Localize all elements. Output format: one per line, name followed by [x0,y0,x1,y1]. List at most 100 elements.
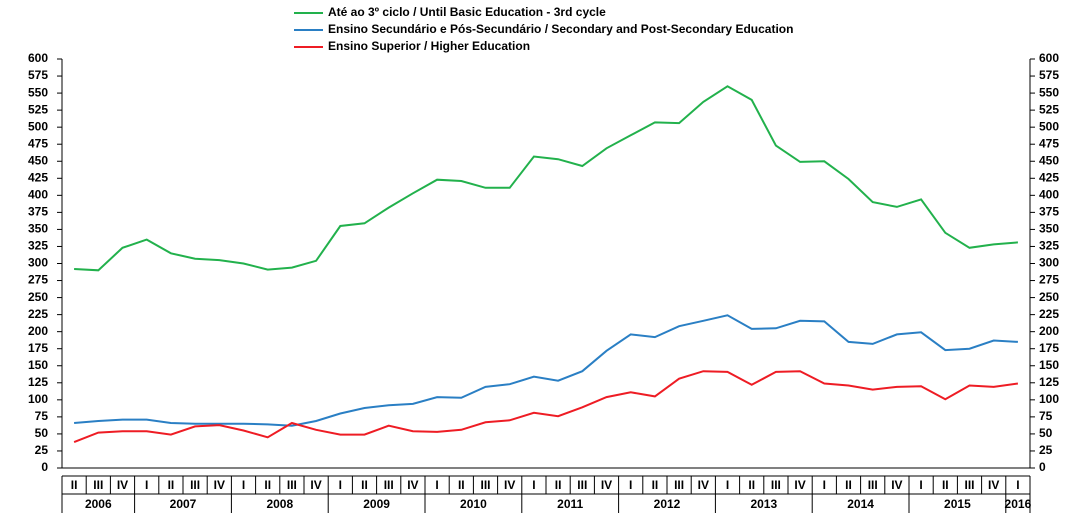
legend-label: Ensino Secundário e Pós-Secundário / Sec… [328,22,793,36]
x-group-label: 2007 [170,497,197,511]
x-tick-label: II [748,478,755,492]
y-tick-label: 575 [28,68,48,82]
x-tick-label: II [845,478,852,492]
legend-label: Até ao 3º ciclo / Until Basic Education … [328,5,606,19]
y2-tick-label: 0 [1039,460,1046,474]
y-tick-label: 275 [28,273,48,287]
x-tick-label: II [264,478,271,492]
x-tick-label: III [577,478,587,492]
y2-tick-label: 75 [1039,409,1053,423]
x-tick-label: I [532,478,535,492]
y2-tick-label: 150 [1039,358,1059,372]
y2-tick-label: 525 [1039,102,1059,116]
y2-tick-label: 200 [1039,324,1059,338]
y-tick-label: 150 [28,358,48,372]
x-tick-label: IV [214,478,225,492]
y-tick-label: 400 [28,188,48,202]
y-tick-label: 200 [28,324,48,338]
y-tick-label: 25 [35,443,49,457]
legend-label: Ensino Superior / Higher Education [328,39,530,53]
y-tick-label: 450 [28,153,48,167]
x-tick-label: II [168,478,175,492]
x-tick-label: IV [117,478,128,492]
y2-tick-label: 175 [1039,341,1059,355]
series-line [73,370,1019,444]
y-tick-label: 550 [28,85,48,99]
x-group-label: 2012 [654,497,681,511]
x-tick-label: II [361,478,368,492]
x-tick-label: III [868,478,878,492]
x-tick-label: III [771,478,781,492]
x-tick-label: IV [891,478,902,492]
y2-tick-label: 575 [1039,68,1059,82]
y-tick-label: 50 [35,426,49,440]
y2-tick-label: 425 [1039,170,1059,184]
y-tick-label: 250 [28,290,48,304]
y-tick-label: 600 [28,51,48,65]
y-tick-label: 175 [28,341,48,355]
x-tick-label: I [242,478,245,492]
y2-tick-label: 300 [1039,256,1059,270]
y-tick-label: 0 [41,460,48,474]
y2-tick-label: 500 [1039,119,1059,133]
y2-tick-label: 275 [1039,273,1059,287]
x-tick-label: IV [698,478,709,492]
y2-tick-label: 325 [1039,239,1059,253]
y2-tick-label: 550 [1039,85,1059,99]
x-tick-label: IV [601,478,612,492]
x-group-label: 2008 [266,497,293,511]
x-tick-label: IV [504,478,515,492]
y-tick-label: 100 [28,392,48,406]
y2-tick-label: 250 [1039,290,1059,304]
y-tick-label: 300 [28,256,48,270]
x-tick-label: III [287,478,297,492]
y-tick-label: 125 [28,375,48,389]
x-tick-label: I [145,478,148,492]
x-group-label: 2014 [847,497,874,511]
x-tick-label: III [964,478,974,492]
y-tick-label: 325 [28,239,48,253]
x-group-label: 2011 [557,497,583,511]
x-tick-label: I [339,478,342,492]
x-tick-label: I [629,478,632,492]
y2-tick-label: 350 [1039,222,1059,236]
y2-tick-label: 125 [1039,375,1059,389]
x-tick-label: I [1016,478,1019,492]
x-tick-label: IV [988,478,999,492]
y2-tick-label: 375 [1039,205,1059,219]
x-group-label: 2009 [363,497,390,511]
y2-tick-label: 400 [1039,188,1059,202]
y2-tick-label: 25 [1039,443,1053,457]
y2-tick-label: 600 [1039,51,1059,65]
series-line [74,85,1018,272]
x-group-label: 2016 [1005,497,1032,511]
x-tick-label: III [674,478,684,492]
y-tick-label: 500 [28,119,48,133]
x-tick-label: III [384,478,394,492]
y2-tick-label: 50 [1039,426,1053,440]
x-group-label: 2013 [750,497,777,511]
y-tick-label: 225 [28,307,48,321]
y-tick-label: 525 [28,102,48,116]
x-tick-label: II [71,478,78,492]
y2-tick-label: 225 [1039,307,1059,321]
x-group-label: 2015 [944,497,971,511]
x-tick-label: II [942,478,949,492]
x-group-label: 2006 [85,497,112,511]
x-tick-label: I [726,478,729,492]
x-tick-label: IV [407,478,418,492]
y-tick-label: 475 [28,136,48,150]
y2-tick-label: 450 [1039,153,1059,167]
x-tick-label: I [435,478,438,492]
x-tick-label: II [652,478,659,492]
x-tick-label: II [555,478,562,492]
y-tick-label: 425 [28,170,48,184]
x-tick-label: III [93,478,103,492]
x-tick-label: IV [794,478,805,492]
x-tick-label: III [190,478,200,492]
y-tick-label: 75 [35,409,49,423]
y-tick-label: 375 [28,205,48,219]
x-tick-label: III [480,478,490,492]
x-tick-label: IV [310,478,321,492]
